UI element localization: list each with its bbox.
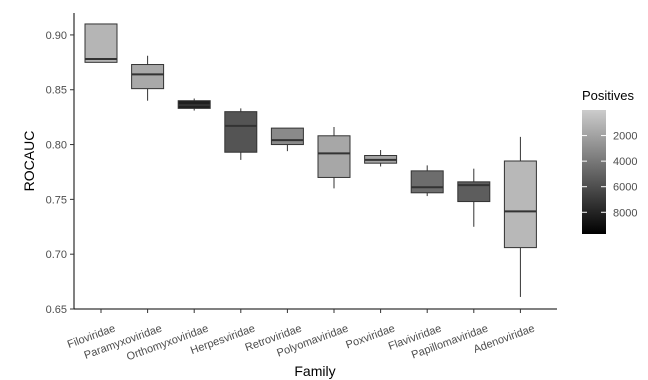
y-axis-title: ROCAUC — [21, 131, 37, 192]
y-tick-label: 0.75 — [46, 194, 67, 206]
box-paramyxoviridae — [131, 55, 165, 101]
box-body — [84, 23, 118, 63]
legend-ticks: 2000 4000 6000 8000 — [582, 131, 637, 219]
x-axis-ticks: FiloviridaeParamyxoviridaeOrthomyxovirid… — [66, 309, 536, 363]
box-body — [410, 170, 444, 194]
box-body — [317, 135, 351, 178]
box-poxviridae — [364, 150, 398, 167]
y-tick-label: 0.85 — [46, 85, 67, 97]
legend-tick-label: 8000 — [613, 207, 637, 219]
legend-tick-label: 4000 — [613, 156, 637, 168]
box-filoviridae — [84, 23, 118, 63]
legend-colorbar — [582, 110, 606, 234]
y-tick-label: 0.90 — [46, 30, 67, 42]
box-body — [131, 64, 165, 90]
y-tick-label: 0.70 — [46, 249, 67, 261]
box-body — [224, 111, 258, 153]
box-body — [503, 160, 537, 249]
color-legend: Positives 2000 4000 6000 8000 — [582, 88, 637, 234]
box-retroviridae — [270, 127, 304, 152]
legend-tick-label: 6000 — [613, 182, 637, 194]
box-body — [270, 127, 304, 146]
y-tick-label: 0.80 — [46, 140, 67, 152]
box-adenoviridae — [503, 136, 537, 297]
box-flaviviridae — [410, 165, 444, 197]
box-herpesviridae — [224, 108, 258, 160]
plot-area: 0.65 0.70 0.75 0.80 0.85 0.90 FiloviridaePara… — [46, 13, 557, 363]
box-body — [457, 181, 491, 203]
x-axis-title: Family — [294, 363, 335, 379]
box-papillomaviridae — [457, 168, 491, 227]
y-axis-ticks: 0.65 0.70 0.75 0.80 0.85 0.90 — [46, 30, 74, 316]
y-tick-label: 0.65 — [46, 304, 67, 316]
legend-tick-label: 2000 — [613, 131, 637, 143]
box-series — [84, 23, 537, 297]
legend-title: Positives — [582, 88, 635, 103]
box-orthomyxoviridae — [177, 98, 211, 111]
box-polyomaviridae — [317, 127, 351, 189]
